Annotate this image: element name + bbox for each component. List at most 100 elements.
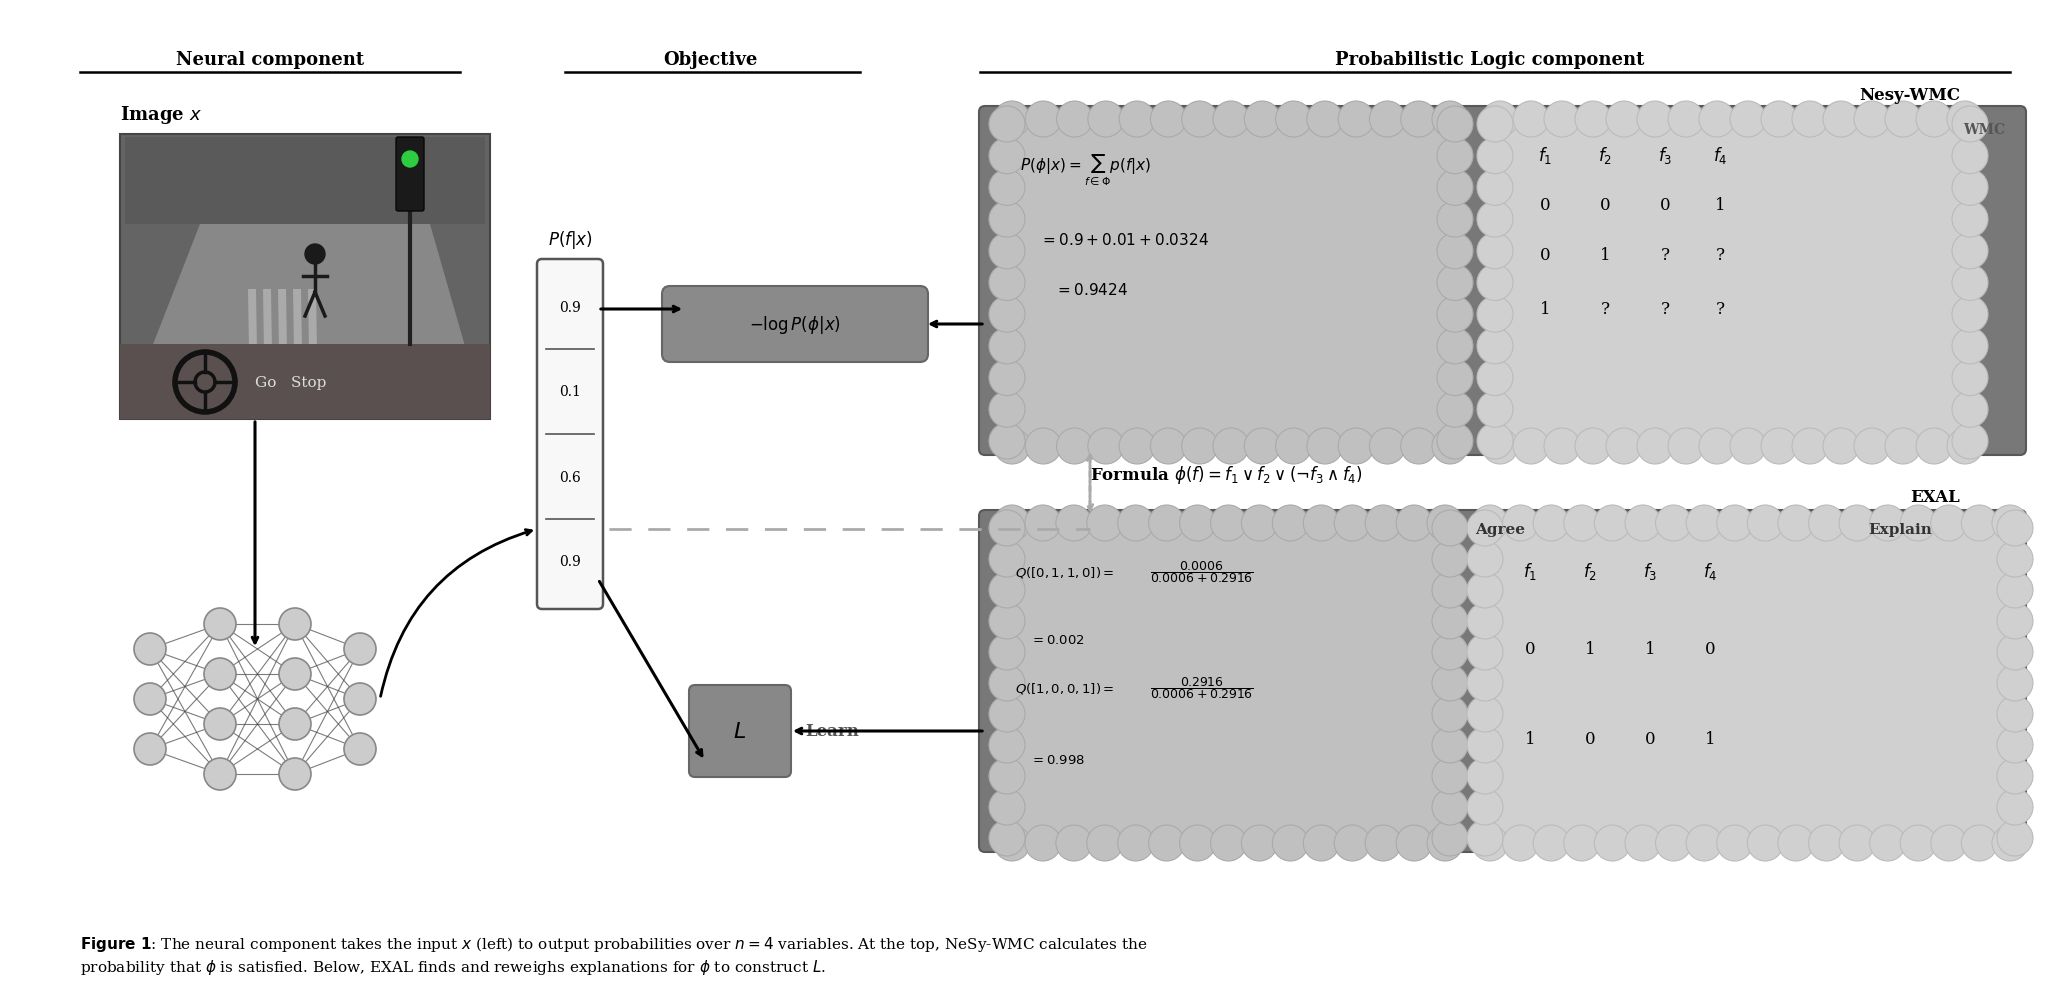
Circle shape — [1606, 102, 1642, 138]
Circle shape — [1438, 266, 1473, 302]
Text: $P(\phi|x) = \sum_{f \in \Phi} p(f|x)$: $P(\phi|x) = \sum_{f \in \Phi} p(f|x)$ — [1020, 153, 1151, 186]
Circle shape — [344, 683, 377, 715]
Text: $= 0.002$: $= 0.002$ — [1030, 633, 1085, 646]
Text: Image $x$: Image $x$ — [121, 104, 203, 126]
Circle shape — [989, 201, 1024, 237]
Circle shape — [133, 633, 166, 665]
Circle shape — [989, 727, 1024, 764]
Circle shape — [1823, 429, 1860, 465]
Circle shape — [205, 759, 236, 791]
Circle shape — [1333, 826, 1370, 861]
Circle shape — [1997, 665, 2034, 701]
Circle shape — [989, 696, 1024, 732]
Circle shape — [1427, 826, 1462, 861]
Circle shape — [1210, 826, 1247, 861]
Text: Probabilistic Logic component: Probabilistic Logic component — [1335, 51, 1645, 69]
Circle shape — [1853, 102, 1890, 138]
Circle shape — [205, 608, 236, 640]
Circle shape — [1513, 102, 1548, 138]
Circle shape — [1477, 107, 1513, 143]
Circle shape — [1962, 505, 1997, 541]
Circle shape — [993, 505, 1030, 541]
FancyBboxPatch shape — [537, 260, 602, 609]
Circle shape — [1272, 505, 1309, 541]
Circle shape — [1962, 826, 1997, 861]
Circle shape — [1952, 297, 1989, 333]
Polygon shape — [293, 290, 303, 415]
Circle shape — [1565, 505, 1599, 541]
Circle shape — [1901, 826, 1935, 861]
Circle shape — [1952, 361, 1989, 396]
Circle shape — [1149, 505, 1184, 541]
Text: probability that $\phi$ is satisfied. Below, EXAL finds and reweighs explanation: probability that $\phi$ is satisfied. Be… — [80, 958, 825, 977]
Circle shape — [1276, 429, 1311, 465]
Circle shape — [989, 361, 1024, 396]
Circle shape — [1366, 826, 1401, 861]
Circle shape — [1366, 505, 1401, 541]
Text: 0.6: 0.6 — [559, 470, 582, 484]
Circle shape — [1931, 826, 1966, 861]
Circle shape — [1333, 505, 1370, 541]
Circle shape — [1792, 102, 1829, 138]
Circle shape — [989, 572, 1024, 608]
Circle shape — [1180, 505, 1217, 541]
Circle shape — [1593, 826, 1630, 861]
Circle shape — [1870, 505, 1905, 541]
Polygon shape — [248, 290, 258, 415]
Circle shape — [1466, 541, 1503, 577]
Circle shape — [1884, 429, 1921, 465]
Circle shape — [1432, 429, 1468, 465]
Circle shape — [133, 733, 166, 766]
Circle shape — [1432, 727, 1468, 764]
Circle shape — [1477, 170, 1513, 206]
Text: $Q([1,0,0,1]) = $: $Q([1,0,0,1]) = $ — [1016, 679, 1114, 694]
Text: 0: 0 — [1585, 730, 1595, 747]
Circle shape — [989, 634, 1024, 670]
Circle shape — [1432, 790, 1468, 826]
Circle shape — [1952, 392, 1989, 428]
Circle shape — [1823, 102, 1860, 138]
Text: ?: ? — [1661, 246, 1669, 264]
Text: $f_1$: $f_1$ — [1524, 561, 1538, 582]
Circle shape — [1057, 102, 1092, 138]
Circle shape — [1655, 826, 1692, 861]
Circle shape — [1667, 429, 1704, 465]
Circle shape — [1808, 826, 1845, 861]
Circle shape — [1151, 429, 1186, 465]
Circle shape — [1118, 429, 1155, 465]
Text: ?: ? — [1599, 302, 1610, 319]
Circle shape — [1432, 102, 1468, 138]
Text: 1: 1 — [1599, 246, 1610, 264]
Circle shape — [993, 429, 1030, 465]
Circle shape — [1884, 102, 1921, 138]
Circle shape — [1747, 826, 1784, 861]
Circle shape — [1747, 505, 1784, 541]
Circle shape — [1606, 429, 1642, 465]
Circle shape — [1438, 201, 1473, 237]
Text: 0: 0 — [1645, 730, 1655, 747]
Circle shape — [1432, 634, 1468, 670]
Text: 1: 1 — [1585, 641, 1595, 658]
Circle shape — [1427, 505, 1462, 541]
Text: $= 0.998$: $= 0.998$ — [1030, 753, 1085, 766]
Circle shape — [1997, 572, 2034, 608]
Circle shape — [1276, 102, 1311, 138]
Circle shape — [1794, 556, 1825, 586]
Circle shape — [1466, 759, 1503, 795]
Text: $f_1$: $f_1$ — [1538, 144, 1552, 165]
Circle shape — [1241, 826, 1278, 861]
Text: 1: 1 — [1704, 730, 1716, 747]
Circle shape — [1917, 102, 1952, 138]
Circle shape — [1997, 603, 2034, 639]
Circle shape — [989, 510, 1024, 546]
Text: $f_3$: $f_3$ — [1657, 144, 1671, 165]
Circle shape — [1997, 510, 2034, 546]
Circle shape — [989, 424, 1024, 460]
Circle shape — [1401, 429, 1438, 465]
Circle shape — [279, 608, 311, 640]
Circle shape — [989, 392, 1024, 428]
Circle shape — [1686, 505, 1722, 541]
Circle shape — [1432, 696, 1468, 732]
Circle shape — [1534, 826, 1569, 861]
Circle shape — [1210, 505, 1247, 541]
